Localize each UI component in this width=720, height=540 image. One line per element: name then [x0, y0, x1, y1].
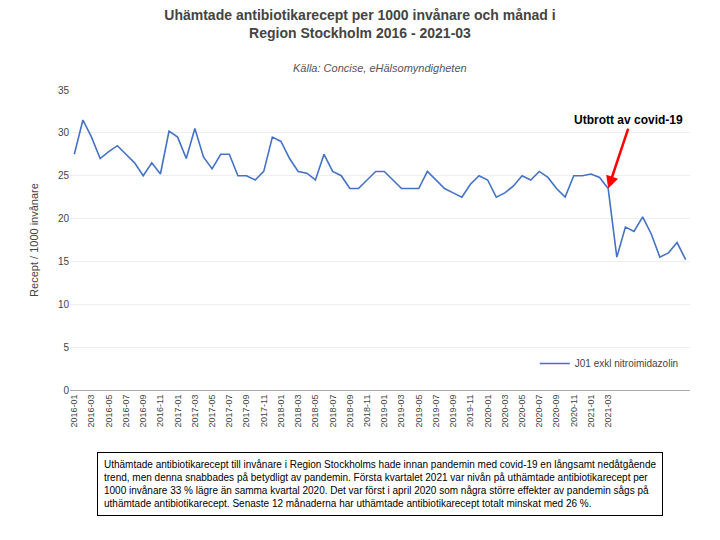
svg-text:2018-05: 2018-05 — [310, 395, 320, 428]
svg-text:2016-05: 2016-05 — [104, 395, 114, 428]
svg-text:2019-09: 2019-09 — [448, 395, 458, 428]
svg-text:2019-07: 2019-07 — [431, 395, 441, 428]
svg-text:2017-01: 2017-01 — [173, 395, 183, 428]
svg-text:Uhämtade antibiotikarecept per: Uhämtade antibiotikarecept per 1000 invå… — [164, 7, 555, 41]
svg-text:2017-05: 2017-05 — [207, 395, 217, 428]
svg-text:Uthämtade antibiotikarecept ti: Uthämtade antibiotikarecept till invånar… — [104, 459, 656, 509]
svg-text:2016-01: 2016-01 — [69, 395, 79, 428]
svg-text:2019-01: 2019-01 — [379, 395, 389, 428]
svg-text:20: 20 — [58, 213, 70, 224]
svg-text:J01 exkl nitroimidazolin: J01 exkl nitroimidazolin — [575, 358, 678, 369]
svg-text:2019-05: 2019-05 — [414, 395, 424, 428]
svg-text:2016-09: 2016-09 — [138, 395, 148, 428]
svg-text:5: 5 — [63, 342, 69, 353]
svg-text:2018-01: 2018-01 — [276, 395, 286, 428]
svg-text:Källa: Concise, eHälsomyndighe: Källa: Concise, eHälsomyndigheten — [293, 62, 467, 74]
svg-text:2016-07: 2016-07 — [121, 395, 131, 428]
svg-text:2017-07: 2017-07 — [224, 395, 234, 428]
svg-text:2016-03: 2016-03 — [86, 395, 96, 428]
svg-text:35: 35 — [58, 85, 70, 96]
svg-text:2017-09: 2017-09 — [241, 395, 251, 428]
svg-text:0: 0 — [63, 385, 69, 396]
svg-text:2018-03: 2018-03 — [293, 395, 303, 428]
svg-text:2019-03: 2019-03 — [396, 395, 406, 428]
svg-text:2020-03: 2020-03 — [500, 395, 510, 428]
svg-text:2017-11: 2017-11 — [259, 395, 269, 427]
svg-text:2020-05: 2020-05 — [517, 395, 527, 428]
svg-text:2020-09: 2020-09 — [551, 395, 561, 428]
svg-text:2016-11: 2016-11 — [155, 395, 165, 427]
svg-text:2017-03: 2017-03 — [190, 395, 200, 428]
svg-text:2019-11: 2019-11 — [465, 395, 475, 427]
svg-text:15: 15 — [58, 256, 70, 267]
svg-text:30: 30 — [58, 127, 70, 138]
svg-text:2020-01: 2020-01 — [483, 395, 493, 428]
svg-text:2018-07: 2018-07 — [328, 395, 338, 428]
svg-text:2018-11: 2018-11 — [362, 395, 372, 427]
svg-text:25: 25 — [58, 170, 70, 181]
svg-text:2021-01: 2021-01 — [586, 395, 596, 428]
svg-text:2020-07: 2020-07 — [534, 395, 544, 428]
svg-text:2018-09: 2018-09 — [345, 395, 355, 428]
svg-text:Utbrott av covid-19: Utbrott av covid-19 — [574, 113, 683, 127]
svg-text:2020-11: 2020-11 — [569, 395, 579, 427]
svg-text:2021-03: 2021-03 — [603, 395, 613, 428]
svg-text:Recept / 1000 invånare: Recept / 1000 invånare — [28, 183, 40, 297]
svg-text:10: 10 — [58, 299, 70, 310]
